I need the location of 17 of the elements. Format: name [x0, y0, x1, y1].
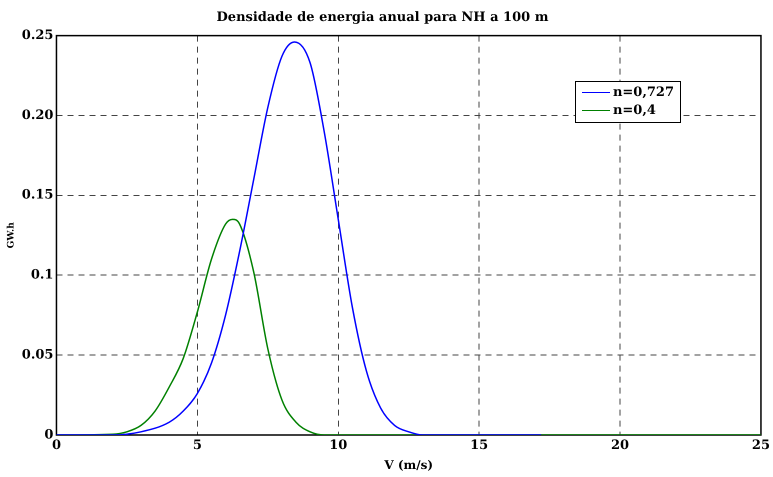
y-axis-title: GW.h	[6, 222, 17, 248]
x-tick-label: 5	[192, 438, 202, 454]
line-series	[56, 41, 542, 435]
legend-label: n=0,4	[612, 103, 656, 118]
x-axis-title: V (m/s)	[383, 458, 434, 472]
y-tick-label: 0	[44, 427, 54, 442]
y-tick-label: 0.15	[22, 188, 54, 203]
y-tick-label: 0.20	[22, 108, 54, 123]
x-tick-label: 10	[329, 438, 348, 454]
x-tick-label: 15	[470, 438, 488, 454]
chart-title: Densidade de energia anual para NH a 100 m	[216, 10, 549, 26]
x-tick-label: 25	[752, 438, 770, 454]
y-tick-label: 0.1	[30, 268, 54, 283]
legend-label: n=0,727	[612, 85, 674, 100]
y-tick-label: 0.25	[22, 28, 54, 43]
y-tick-label: 0.05	[22, 347, 54, 362]
x-tick-label: 20	[611, 438, 630, 454]
